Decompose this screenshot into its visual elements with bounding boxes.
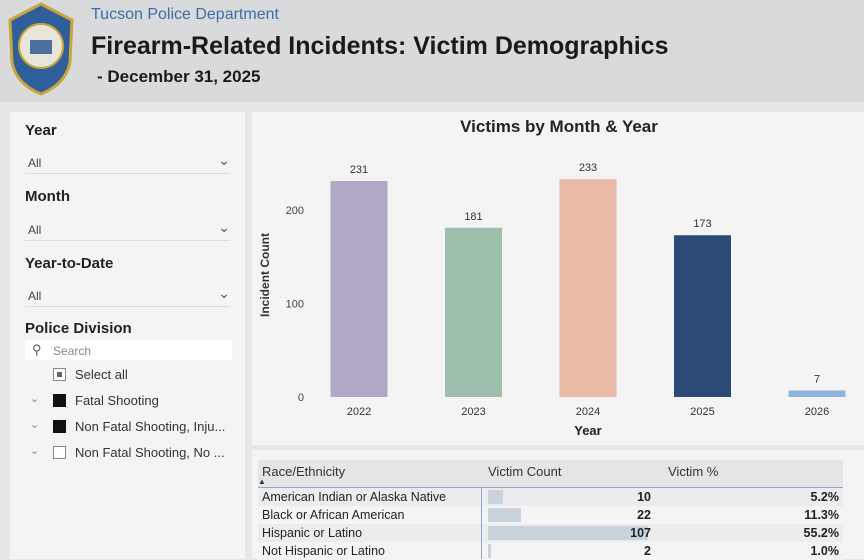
chart-title: Victims by Month & Year xyxy=(460,117,658,136)
data-label: 233 xyxy=(579,162,597,174)
count-data-bar xyxy=(488,544,492,558)
column-header-race[interactable]: Race/Ethnicity xyxy=(262,464,346,479)
bar-2025[interactable] xyxy=(674,235,731,397)
column-header-count[interactable]: Victim Count xyxy=(488,464,562,479)
division-select-all[interactable]: Select all xyxy=(25,365,240,385)
bar-2022[interactable] xyxy=(330,181,388,397)
ytd-value: All xyxy=(28,289,42,303)
column-divider xyxy=(481,488,482,559)
report-header: Tucson Police Department Firearm-Related… xyxy=(0,0,864,102)
data-label: 231 xyxy=(350,164,368,176)
victims-bar-chart: Victims by Month & Year Incident Count Y… xyxy=(258,117,846,438)
division-item-nonfatal-no-injury[interactable]: ⌄ Non Fatal Shooting, No ... xyxy=(25,443,240,463)
page-title: Firearm-Related Incidents: Victim Demogr… xyxy=(91,32,669,60)
race-name: Not Hispanic or Latino xyxy=(262,544,385,558)
count-data-bar xyxy=(488,508,521,522)
checkbox[interactable] xyxy=(53,394,66,407)
filter-panel: Year All ⌄ Month All ⌄ Year-to-Date All ⌄ P… xyxy=(10,112,245,559)
data-label: 181 xyxy=(464,211,482,223)
y-tick-label: 0 xyxy=(298,392,304,404)
checkbox[interactable] xyxy=(53,420,66,433)
race-name: American Indian or Alaska Native xyxy=(262,490,447,504)
victim-count: 2 xyxy=(644,544,651,558)
data-label: 173 xyxy=(693,218,711,230)
y-axis-label: Incident Count xyxy=(258,233,272,317)
table-row[interactable]: American Indian or Alaska Native 10 5.2% xyxy=(258,488,843,506)
victims-bar-chart-panel: Victims by Month & Year Incident Count Y… xyxy=(252,112,864,445)
x-tick-label: 2023 xyxy=(461,406,485,418)
month-filter-label: Month xyxy=(25,188,70,205)
chevron-down-icon[interactable]: ⌄ xyxy=(30,419,40,431)
ytd-filter-label: Year-to-Date xyxy=(25,255,114,272)
victim-count: 22 xyxy=(637,508,651,522)
item-label: Non Fatal Shooting, No ... xyxy=(75,445,225,460)
y-tick-label: 100 xyxy=(286,299,304,311)
bar-2023[interactable] xyxy=(445,227,502,397)
victim-pct: 1.0% xyxy=(810,544,840,558)
chevron-down-icon[interactable]: ⌄ xyxy=(30,393,40,405)
table-row[interactable]: Not Hispanic or Latino 2 1.0% xyxy=(258,542,843,560)
table-header: Race/Ethnicity ▲ Victim Count Victim % xyxy=(258,460,843,488)
division-search-input[interactable]: ⚲ Search xyxy=(25,340,232,360)
report-date: - December 31, 2025 xyxy=(97,67,261,86)
count-data-bar xyxy=(488,526,648,540)
ytd-dropdown[interactable]: All ⌄ xyxy=(25,285,230,307)
org-name: Tucson Police Department xyxy=(91,6,279,23)
x-tick-label: 2022 xyxy=(347,406,371,418)
month-dropdown[interactable]: All ⌄ xyxy=(25,219,230,241)
chevron-down-icon: ⌄ xyxy=(218,219,230,235)
victim-count: 107 xyxy=(630,526,651,540)
x-tick-label: 2026 xyxy=(805,406,829,418)
item-label: Select all xyxy=(75,367,128,382)
victim-pct: 5.2% xyxy=(810,490,840,504)
item-label: Fatal Shooting xyxy=(75,393,159,408)
year-value: All xyxy=(28,156,42,170)
search-placeholder: Search xyxy=(53,344,92,358)
table-row[interactable]: Hispanic or Latino 107 55.2% xyxy=(258,524,843,542)
race-name: Hispanic or Latino xyxy=(262,526,363,540)
division-item-nonfatal-injury[interactable]: ⌄ Non Fatal Shooting, Inju... xyxy=(25,417,240,437)
victim-pct: 55.2% xyxy=(803,526,839,540)
x-tick-label: 2025 xyxy=(690,406,714,418)
bar-2026[interactable] xyxy=(788,390,846,397)
chevron-down-icon: ⌄ xyxy=(218,285,230,301)
sort-ascending-icon: ▲ xyxy=(258,477,266,486)
count-data-bar xyxy=(488,490,503,504)
month-value: All xyxy=(28,223,42,237)
division-filter-label: Police Division xyxy=(25,320,132,337)
x-axis-label: Year xyxy=(574,423,601,438)
x-tick-label: 2024 xyxy=(576,406,600,418)
police-badge-logo xyxy=(8,2,74,96)
checkbox[interactable] xyxy=(53,446,66,459)
chevron-down-icon: ⌄ xyxy=(218,152,230,168)
year-filter-label: Year xyxy=(25,122,57,139)
checkbox[interactable] xyxy=(53,368,66,381)
data-label: 7 xyxy=(814,373,820,385)
race-name: Black or African American xyxy=(262,508,405,522)
year-dropdown[interactable]: All ⌄ xyxy=(25,152,230,174)
table-row[interactable]: Black or African American 22 11.3% xyxy=(258,506,843,524)
victim-pct: 11.3% xyxy=(804,508,839,522)
search-icon: ⚲ xyxy=(32,342,42,357)
victim-count: 10 xyxy=(637,490,651,504)
y-tick-label: 200 xyxy=(286,205,304,217)
race-ethnicity-table: Race/Ethnicity ▲ Victim Count Victim % A… xyxy=(252,450,864,560)
bar-2024[interactable] xyxy=(559,179,617,397)
division-item-fatal-shooting[interactable]: ⌄ Fatal Shooting xyxy=(25,391,240,411)
item-label: Non Fatal Shooting, Inju... xyxy=(75,419,226,434)
chevron-down-icon[interactable]: ⌄ xyxy=(30,445,40,457)
column-header-pct[interactable]: Victim % xyxy=(668,464,719,479)
